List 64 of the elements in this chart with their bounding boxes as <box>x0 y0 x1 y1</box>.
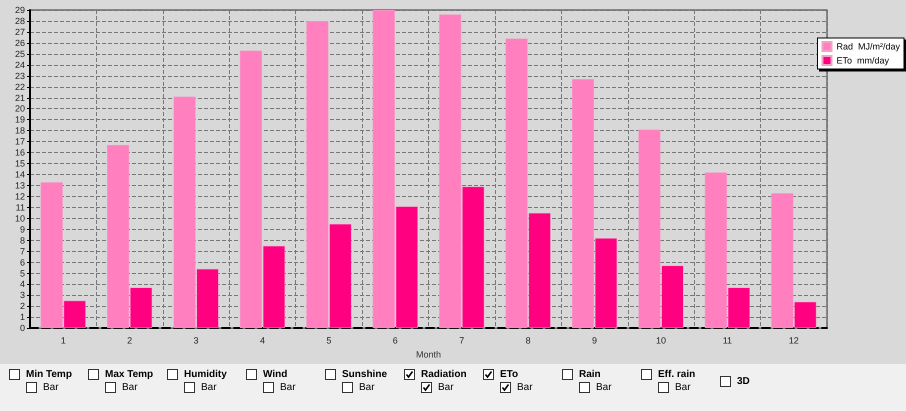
y-tick-label: 5 <box>20 268 25 278</box>
x-tick-label: 2 <box>127 336 132 346</box>
text: Wind <box>263 369 288 380</box>
x-axis-title: Month <box>416 350 442 360</box>
text: Rain <box>579 369 601 380</box>
x-tick-label: 12 <box>788 336 799 346</box>
y-tick-label: 19 <box>14 114 25 125</box>
y-tick-label: 6 <box>20 257 25 268</box>
x-tick-label: 1 <box>60 336 66 346</box>
text: Bar <box>596 382 612 393</box>
text: 3D <box>737 376 750 387</box>
y-tick-label: 18 <box>14 126 25 136</box>
x-tick-label: 9 <box>592 336 598 346</box>
y-tick-label: 16 <box>14 148 25 158</box>
text: Radiation <box>421 369 467 380</box>
y-tick-label: 10 <box>14 213 25 224</box>
y-tick-label: 17 <box>14 136 25 147</box>
y-tick-label: 0 <box>20 323 25 334</box>
text: Bar <box>675 382 691 393</box>
text: Bar <box>122 382 138 393</box>
text: ETo <box>500 369 518 380</box>
y-tick-label: 13 <box>14 180 25 191</box>
x-tick-label: 11 <box>722 336 732 346</box>
x-tick-label: 7 <box>459 336 464 346</box>
y-tick-label: 23 <box>14 70 25 81</box>
y-tick-label: 15 <box>14 158 25 169</box>
y-tick-label: 1 <box>20 312 25 322</box>
y-tick-label: 8 <box>20 235 25 246</box>
y-tick-label: 28 <box>14 16 25 26</box>
y-tick-label: 12 <box>14 191 25 202</box>
text: Bar <box>359 382 375 393</box>
y-tick-label: 21 <box>14 92 25 103</box>
text: Bar <box>438 382 454 393</box>
y-tick-label: 20 <box>14 104 25 114</box>
y-tick-label: 22 <box>14 82 25 92</box>
x-tick-label: 6 <box>392 336 398 346</box>
x-tick-label: 5 <box>326 336 332 346</box>
y-tick-label: 7 <box>20 246 25 256</box>
x-tick-label: 3 <box>194 336 199 346</box>
text: Sunshine <box>342 369 388 380</box>
y-tick-label: 11 <box>16 202 25 212</box>
text: Min Temp <box>26 369 72 380</box>
x-tick-label: 8 <box>526 336 531 346</box>
x-tick-label: 10 <box>656 336 666 346</box>
text: Bar <box>201 382 217 393</box>
y-tick-label: 9 <box>20 224 25 234</box>
x-tick-label: 4 <box>260 336 265 346</box>
y-tick-label: 24 <box>14 60 25 70</box>
text: Bar <box>280 382 296 393</box>
legend-label: Rad MJ/m²/day <box>836 42 900 52</box>
text: Max Temp <box>105 369 154 380</box>
text: Eff. rain <box>658 369 696 380</box>
text: Bar <box>43 382 59 393</box>
y-tick-label: 26 <box>14 38 25 48</box>
y-tick-label: 2 <box>20 301 25 312</box>
y-tick-label: 14 <box>14 170 25 180</box>
y-tick-label: 27 <box>14 26 25 37</box>
y-tick-label: 25 <box>14 48 25 59</box>
y-tick-label: 29 <box>14 5 25 15</box>
y-tick-label: 3 <box>20 290 25 300</box>
text: Bar <box>517 382 533 393</box>
legend-label: ETo mm/day <box>836 56 890 66</box>
y-tick-label: 4 <box>20 279 25 290</box>
text: Humidity <box>184 369 227 380</box>
